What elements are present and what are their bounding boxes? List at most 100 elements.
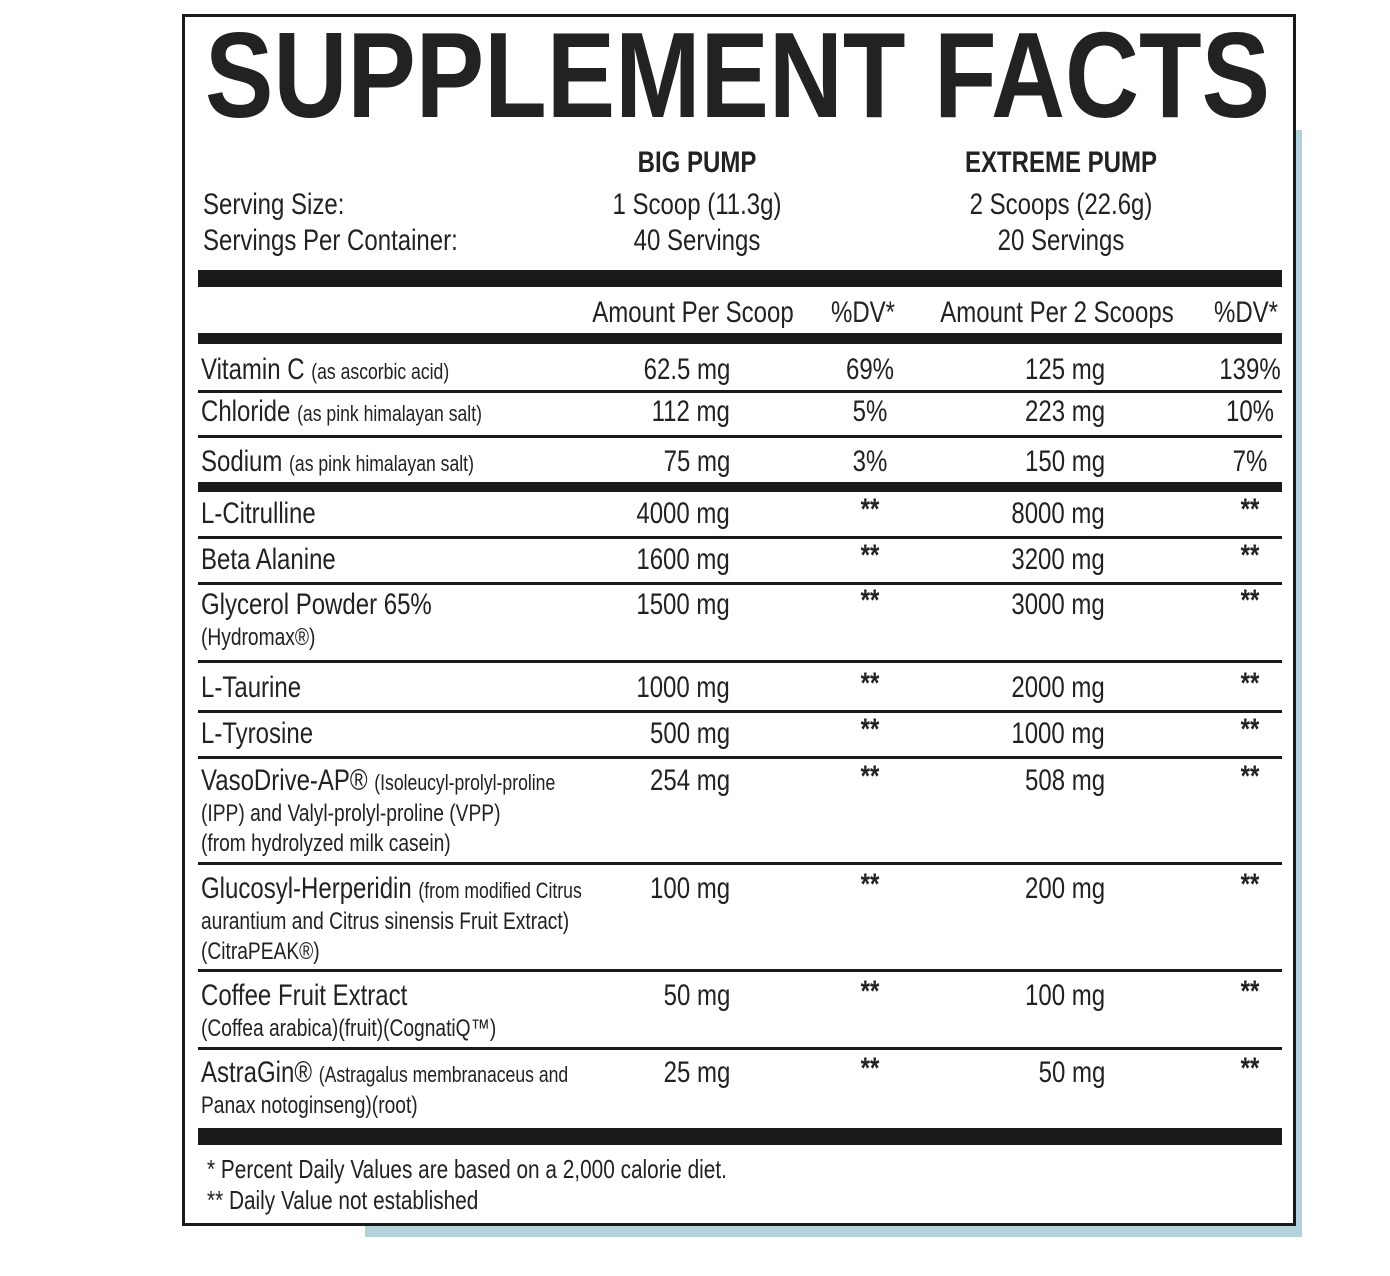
ingredient-name: Glycerol Powder 65% xyxy=(201,588,432,621)
ingredient: Coffee Fruit Extract xyxy=(201,981,407,1011)
amount: 508 mg xyxy=(1024,764,1105,797)
ingredient-detail: (Astragalus membranaceus and xyxy=(318,1062,569,1087)
row-rule xyxy=(198,582,1282,585)
thick-rule xyxy=(198,1128,1282,1145)
amount: 1000 mg xyxy=(636,671,730,704)
daily-value: ** xyxy=(1240,539,1260,572)
ingredient: Sodium (as pink himalayan salt) xyxy=(201,447,474,477)
amount: 62.5 mg xyxy=(643,353,730,386)
ingredient: Chloride (as pink himalayan salt) xyxy=(201,397,482,427)
amount: 2000 mg xyxy=(1011,671,1105,704)
amount: 1600 mg xyxy=(636,543,730,576)
amount: 25 mg xyxy=(663,1056,730,1089)
daily-value: ** xyxy=(860,667,880,700)
ingredient: Glycerol Powder 65% xyxy=(201,590,432,620)
daily-value: ** xyxy=(860,584,880,617)
column-header: Amount Per 2 Scoops xyxy=(940,296,1174,329)
ingredient: L-Taurine xyxy=(201,673,301,703)
ingredient-name: Chloride xyxy=(201,395,291,428)
amount: 3000 mg xyxy=(1011,588,1105,621)
ingredient: L-Tyrosine xyxy=(201,719,313,749)
amount: 1500 mg xyxy=(636,588,730,621)
daily-value: ** xyxy=(1240,868,1260,901)
thick-rule xyxy=(198,482,1282,492)
column-header: Amount Per Scoop xyxy=(592,296,794,329)
daily-value: ** xyxy=(860,1052,880,1085)
daily-value: ** xyxy=(1240,667,1260,700)
daily-value: 10% xyxy=(1225,395,1275,428)
daily-value: 3% xyxy=(852,445,888,478)
ingredient-name: VasoDrive-AP® xyxy=(201,764,368,797)
ingredient-name: L-Citrulline xyxy=(201,497,316,530)
servings: 40 Servings xyxy=(633,224,761,257)
row-rule xyxy=(198,710,1282,713)
ingredient-detail: (as ascorbic acid) xyxy=(311,359,450,384)
row-rule xyxy=(198,390,1282,393)
ingredient-detail-line: (Coffea arabica)(fruit)(CognatiQ™) xyxy=(201,1015,497,1042)
thick-rule xyxy=(198,270,1282,287)
daily-value: 7% xyxy=(1232,445,1268,478)
ingredient-detail: (from modified Citrus xyxy=(418,878,582,903)
product-name: BIG PUMP xyxy=(637,146,757,179)
daily-value: ** xyxy=(1240,975,1260,1008)
footnote: ** Daily Value not established xyxy=(207,1185,479,1215)
amount: 8000 mg xyxy=(1011,497,1105,530)
amount: 150 mg xyxy=(1024,445,1105,478)
amount: 254 mg xyxy=(649,764,730,797)
amount: 1000 mg xyxy=(1011,717,1105,750)
row-rule xyxy=(198,969,1282,972)
amount: 100 mg xyxy=(1024,979,1105,1012)
ingredient-detail-line: Panax notoginseng)(root) xyxy=(201,1092,418,1119)
amount: 50 mg xyxy=(1038,1056,1105,1089)
amount: 4000 mg xyxy=(636,497,730,530)
row-rule xyxy=(198,862,1282,865)
row-rule xyxy=(198,660,1282,663)
footnote: * Percent Daily Values are based on a 2,… xyxy=(207,1154,727,1184)
ingredient: L-Citrulline xyxy=(201,499,316,529)
daily-value: ** xyxy=(860,975,880,1008)
amount: 100 mg xyxy=(649,872,730,905)
daily-value: ** xyxy=(860,713,880,746)
daily-value: ** xyxy=(860,539,880,572)
serving-size: 2 Scoops (22.6g) xyxy=(969,188,1153,221)
ingredient: Vitamin C (as ascorbic acid) xyxy=(201,355,449,385)
serving-size: 1 Scoop (11.3g) xyxy=(612,188,782,221)
daily-value: ** xyxy=(1240,760,1260,793)
ingredient-detail-line: aurantium and Citrus sinensis Fruit Extr… xyxy=(201,908,570,935)
row-rule xyxy=(198,435,1282,438)
ingredient-detail-line: (from hydrolyzed milk casein) xyxy=(201,830,451,857)
ingredient-name: Vitamin C xyxy=(201,353,305,386)
serving-size-label: Serving Size: xyxy=(203,188,345,221)
ingredient: AstraGin® (Astragalus membranaceus and xyxy=(201,1058,568,1088)
ingredient-name: Glucosyl-Herperidin xyxy=(201,872,412,905)
daily-value: ** xyxy=(860,760,880,793)
label-box xyxy=(182,14,1296,1226)
ingredient-detail-line: (CitraPEAK®) xyxy=(201,938,320,965)
amount: 3200 mg xyxy=(1011,543,1105,576)
ingredient-name: AstraGin® xyxy=(201,1056,313,1089)
ingredient-detail-line: (Hydromax®) xyxy=(201,624,316,651)
title-svg: SUPPLEMENT FACTS xyxy=(205,7,1270,140)
amount: 75 mg xyxy=(663,445,730,478)
daily-value: 139% xyxy=(1219,353,1281,386)
ingredient-detail: (as pink himalayan salt) xyxy=(289,451,474,476)
amount: 125 mg xyxy=(1024,353,1105,386)
amount: 112 mg xyxy=(651,395,730,428)
ingredient-name: L-Tyrosine xyxy=(201,717,314,750)
daily-value: ** xyxy=(1240,1052,1260,1085)
column-header: %DV* xyxy=(830,296,896,329)
ingredient-name: L-Taurine xyxy=(201,671,302,704)
daily-value: ** xyxy=(860,493,880,526)
ingredient-name: Coffee Fruit Extract xyxy=(201,979,408,1012)
ingredient-detail: (Isoleucyl-prolyl-proline xyxy=(374,770,556,795)
daily-value: 69% xyxy=(845,353,895,386)
amount: 500 mg xyxy=(649,717,730,750)
ingredient: Glucosyl-Herperidin (from modified Citru… xyxy=(201,874,582,904)
daily-value: ** xyxy=(1240,713,1260,746)
ingredient: Beta Alanine xyxy=(201,545,336,575)
row-rule xyxy=(198,536,1282,539)
row-rule xyxy=(198,756,1282,759)
ingredient: VasoDrive-AP® (Isoleucyl-prolyl-proline xyxy=(201,766,555,796)
ingredient-name: Beta Alanine xyxy=(201,543,336,576)
